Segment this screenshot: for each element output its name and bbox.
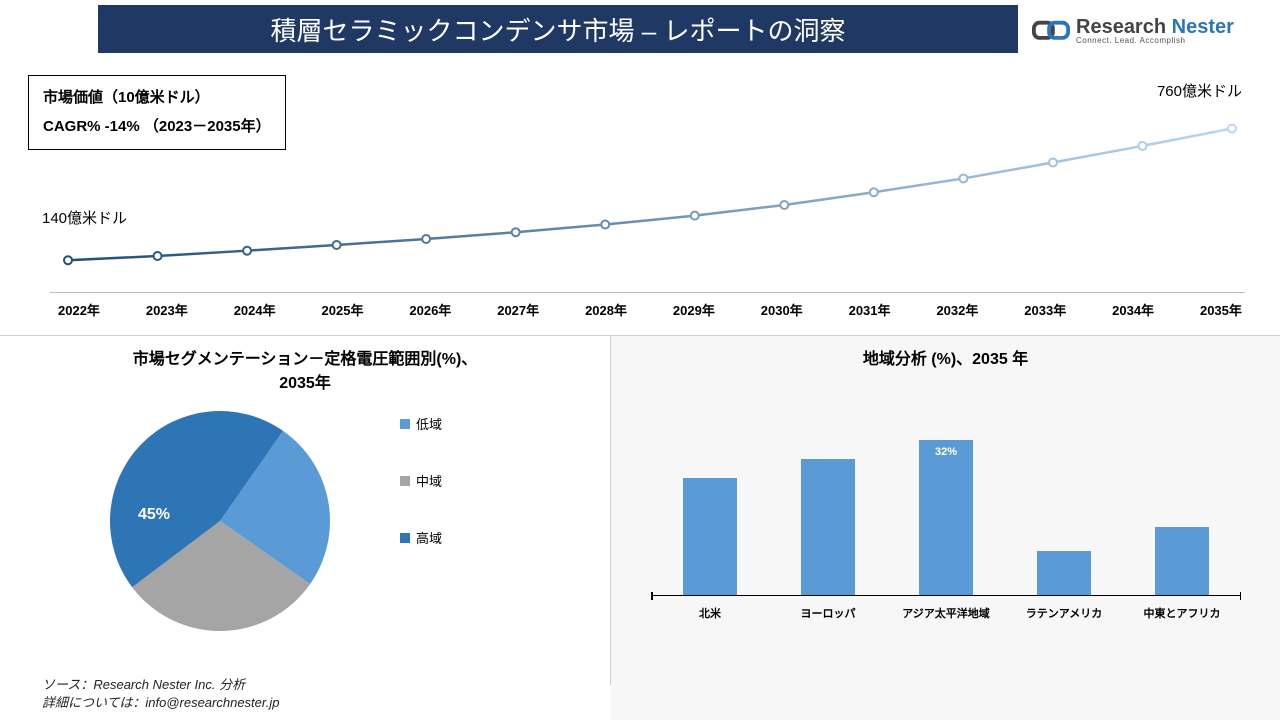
logo-tagline: Connect. Lead. Accomplish — [1076, 37, 1234, 45]
legend-item: 高域 — [400, 528, 442, 547]
bar — [683, 478, 737, 595]
bar-category-label: ヨーロッパ — [778, 605, 878, 621]
header-bar: 積層セラミックコンデンサ市場 – レポートの洞察 — [98, 5, 1018, 53]
bar — [1037, 551, 1091, 595]
legend-item: 低域 — [400, 414, 442, 433]
legend-swatch — [400, 419, 410, 429]
x-tick-label: 2028年 — [585, 300, 627, 319]
bar-category-label: 北米 — [660, 605, 760, 621]
logo-word-2: Nester — [1172, 16, 1234, 38]
page-title: 積層セラミックコンデンサ市場 – レポートの洞察 — [271, 11, 846, 48]
logo-word-1: Research — [1076, 16, 1166, 38]
x-tick-label: 2035年 — [1200, 300, 1242, 319]
legend-swatch — [400, 533, 410, 543]
bar-category-label: ラテンアメリカ — [1014, 605, 1114, 621]
x-tick-label: 2024年 — [234, 300, 276, 319]
legend-swatch — [400, 476, 410, 486]
legend-item: 中域 — [400, 471, 442, 490]
bar-value-label: 32% — [919, 446, 973, 458]
bar-axis — [651, 595, 1241, 597]
bar: 32% — [919, 440, 973, 595]
bar — [801, 459, 855, 595]
footer-contact: 詳細については：info@researchnester.jp — [42, 694, 279, 712]
pie-chart: 45% — [110, 411, 330, 636]
legend-label: 低域 — [416, 414, 442, 433]
footer-source: ソース：Research Nester Inc. 分析 — [42, 676, 279, 694]
pie-panel: 市場セグメンテーション－定格電圧範囲別(%)、 2035年 45% 低域中域高域 — [0, 336, 610, 720]
legend-label: 中域 — [416, 471, 442, 490]
pie-title: 市場セグメンテーション－定格電圧範囲別(%)、 2035年 — [0, 336, 610, 396]
x-tick-label: 2030年 — [761, 300, 803, 319]
x-axis-labels: 2022年 2023年 2024年 2025年 2026年 2027年 2028年 2029年… — [50, 300, 1250, 319]
pie-legend: 低域中域高域 — [400, 414, 442, 585]
x-tick-label: 2029年 — [673, 300, 715, 319]
line-chart — [50, 95, 1250, 335]
bar-chart: 32% 北米 ヨーロッパ アジア太平洋地域 ラテンアメリカ 中東とアフリカ — [651, 396, 1241, 631]
x-tick-label: 2031年 — [849, 300, 891, 319]
x-tick-label: 2027年 — [497, 300, 539, 319]
logo: Research Nester Connect. Lead. Accomplis… — [1032, 8, 1262, 53]
x-axis-line — [50, 292, 1245, 293]
bar-x-labels: 北米 ヨーロッパ アジア太平洋地域 ラテンアメリカ 中東とアフリカ — [651, 605, 1241, 621]
pie-highlight-label: 45% — [138, 506, 170, 524]
footer: ソース：Research Nester Inc. 分析 詳細については：info… — [42, 676, 279, 712]
x-tick-label: 2026年 — [409, 300, 451, 319]
bar-category-label: アジア太平洋地域 — [896, 605, 996, 621]
bar — [1155, 527, 1209, 595]
bar-title: 地域分析 (%)、2035 年 — [611, 336, 1280, 372]
x-tick-label: 2034年 — [1112, 300, 1154, 319]
bar-category-label: 中東とアフリカ — [1132, 605, 1232, 621]
chain-link-icon — [1032, 17, 1070, 45]
x-tick-label: 2022年 — [58, 300, 100, 319]
x-tick-label: 2023年 — [146, 300, 188, 319]
x-tick-label: 2033年 — [1024, 300, 1066, 319]
bar-panel: 地域分析 (%)、2035 年 32% 北米 ヨーロッパ アジア太平洋地域 ラテンアメ… — [611, 336, 1280, 720]
x-tick-label: 2032年 — [936, 300, 978, 319]
x-tick-label: 2025年 — [322, 300, 364, 319]
legend-label: 高域 — [416, 528, 442, 547]
